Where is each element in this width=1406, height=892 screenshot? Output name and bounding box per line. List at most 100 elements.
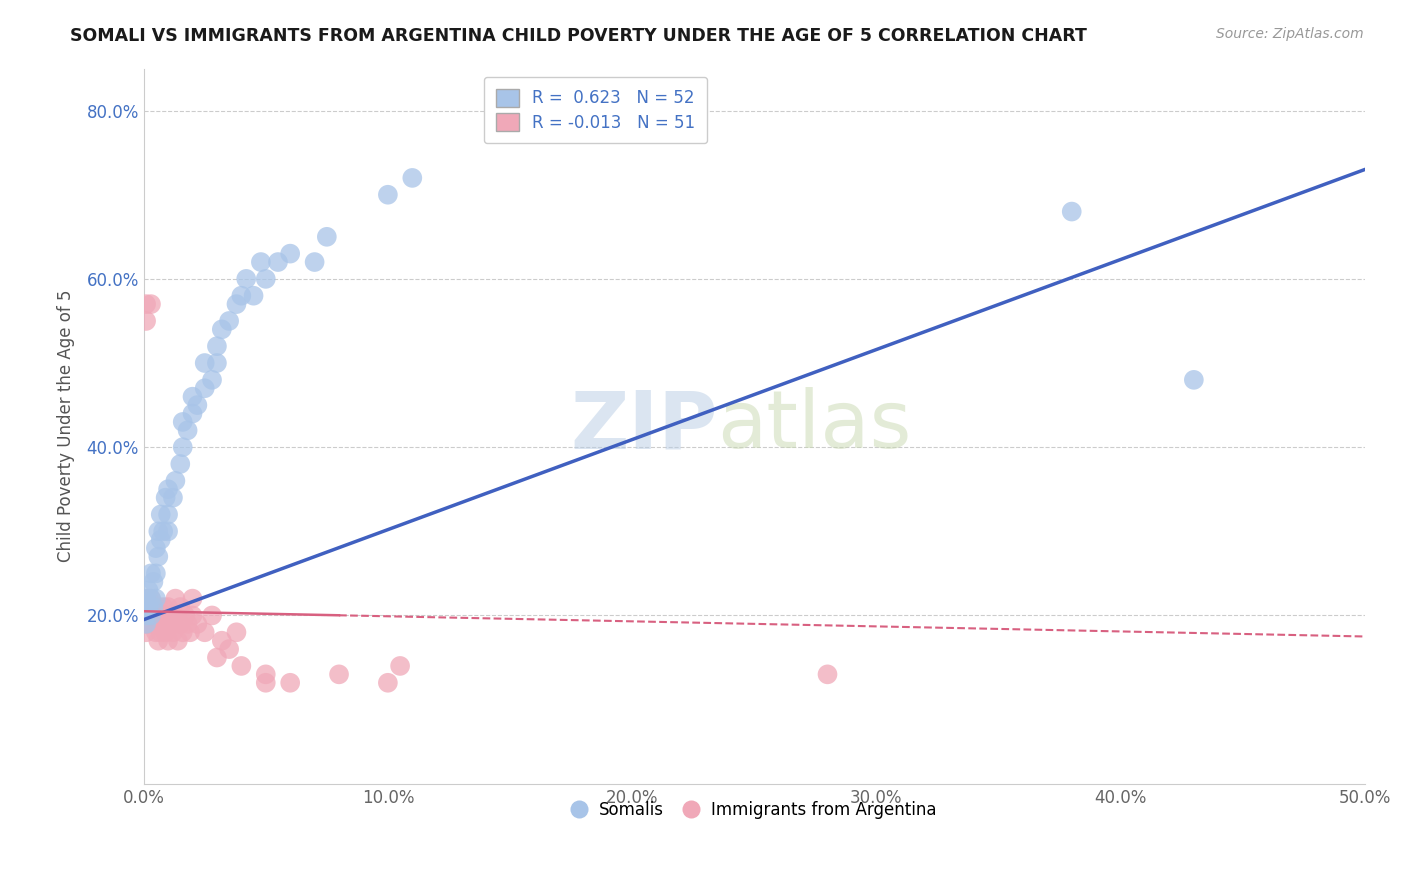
- Point: [172, 440, 194, 454]
- Point: [159, 608, 181, 623]
- Point: [157, 616, 180, 631]
- Point: [155, 608, 177, 623]
- Text: ZIP: ZIP: [571, 387, 717, 465]
- Point: [817, 667, 839, 681]
- Legend: Somalis, Immigrants from Argentina: Somalis, Immigrants from Argentina: [565, 794, 943, 825]
- Point: [135, 314, 157, 328]
- Point: [250, 255, 273, 269]
- Point: [205, 650, 228, 665]
- Point: [218, 314, 240, 328]
- Point: [135, 616, 157, 631]
- Point: [174, 608, 197, 623]
- Point: [135, 625, 157, 640]
- Point: [148, 549, 170, 564]
- Point: [148, 616, 170, 631]
- Point: [135, 608, 157, 623]
- Point: [1182, 373, 1205, 387]
- Point: [181, 591, 204, 606]
- Point: [145, 566, 167, 581]
- Point: [225, 297, 247, 311]
- Point: [165, 608, 187, 623]
- Point: [181, 390, 204, 404]
- Point: [328, 667, 350, 681]
- Point: [155, 625, 177, 640]
- Point: [145, 541, 167, 556]
- Y-axis label: Child Poverty Under the Age of 5: Child Poverty Under the Age of 5: [58, 290, 75, 562]
- Point: [225, 625, 247, 640]
- Point: [138, 591, 160, 606]
- Text: SOMALI VS IMMIGRANTS FROM ARGENTINA CHILD POVERTY UNDER THE AGE OF 5 CORRELATION: SOMALI VS IMMIGRANTS FROM ARGENTINA CHIL…: [70, 27, 1087, 45]
- Point: [176, 616, 198, 631]
- Point: [267, 255, 290, 269]
- Point: [155, 491, 177, 505]
- Point: [194, 356, 217, 370]
- Point: [162, 616, 184, 631]
- Point: [254, 667, 277, 681]
- Point: [157, 508, 180, 522]
- Point: [377, 187, 399, 202]
- Point: [138, 600, 160, 615]
- Point: [145, 591, 167, 606]
- Point: [149, 625, 172, 640]
- Point: [165, 591, 187, 606]
- Point: [278, 246, 301, 260]
- Point: [157, 600, 180, 615]
- Point: [181, 608, 204, 623]
- Point: [139, 297, 162, 311]
- Point: [194, 625, 217, 640]
- Point: [162, 491, 184, 505]
- Point: [142, 600, 165, 615]
- Point: [172, 415, 194, 429]
- Point: [135, 608, 157, 623]
- Point: [1060, 204, 1083, 219]
- Point: [186, 616, 208, 631]
- Point: [278, 675, 301, 690]
- Point: [218, 642, 240, 657]
- Point: [135, 591, 157, 606]
- Point: [186, 398, 208, 412]
- Point: [148, 633, 170, 648]
- Text: atlas: atlas: [717, 387, 912, 465]
- Point: [149, 508, 172, 522]
- Point: [135, 616, 157, 631]
- Point: [142, 600, 165, 615]
- Point: [157, 633, 180, 648]
- Point: [149, 533, 172, 547]
- Point: [205, 356, 228, 370]
- Point: [138, 583, 160, 598]
- Point: [201, 373, 224, 387]
- Point: [139, 591, 162, 606]
- Point: [165, 474, 187, 488]
- Point: [231, 289, 253, 303]
- Point: [157, 524, 180, 539]
- Point: [145, 625, 167, 640]
- Point: [166, 633, 188, 648]
- Point: [211, 322, 233, 336]
- Point: [211, 633, 233, 648]
- Point: [135, 297, 157, 311]
- Point: [139, 608, 162, 623]
- Point: [201, 608, 224, 623]
- Point: [148, 524, 170, 539]
- Point: [157, 482, 180, 496]
- Point: [169, 600, 191, 615]
- Point: [254, 272, 277, 286]
- Point: [389, 659, 412, 673]
- Point: [254, 675, 277, 690]
- Point: [235, 272, 257, 286]
- Point: [169, 616, 191, 631]
- Point: [139, 566, 162, 581]
- Point: [152, 600, 174, 615]
- Point: [179, 625, 201, 640]
- Point: [315, 229, 337, 244]
- Point: [181, 407, 204, 421]
- Point: [142, 616, 165, 631]
- Point: [142, 574, 165, 589]
- Point: [242, 289, 264, 303]
- Point: [135, 600, 157, 615]
- Point: [162, 625, 184, 640]
- Point: [145, 608, 167, 623]
- Point: [304, 255, 326, 269]
- Point: [139, 591, 162, 606]
- Point: [377, 675, 399, 690]
